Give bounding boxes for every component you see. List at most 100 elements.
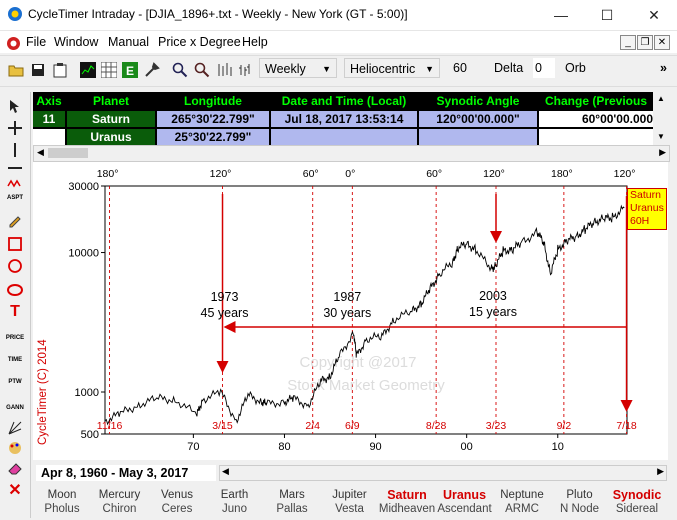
app-logo-icon bbox=[7, 6, 23, 22]
angle-label: 60° bbox=[426, 168, 442, 180]
minimize-button[interactable]: — bbox=[554, 7, 568, 23]
planet-sublabel: ARMC bbox=[505, 503, 539, 515]
ellipse-icon[interactable] bbox=[5, 280, 25, 300]
x-tick-label: 10 bbox=[552, 441, 564, 453]
timeframe-select[interactable]: Weekly ▼ bbox=[259, 58, 337, 78]
price-time-icon[interactable]: PTW bbox=[8, 379, 22, 385]
legend-saturn: Saturn bbox=[630, 189, 661, 201]
time-tool-icon[interactable]: TIME bbox=[7, 357, 23, 363]
circle-icon[interactable] bbox=[5, 256, 25, 276]
fan-icon[interactable] bbox=[5, 418, 25, 438]
price-tool-icon[interactable]: PRICE bbox=[5, 335, 25, 341]
table-cell-synodic[interactable] bbox=[419, 129, 537, 145]
table-cell-datetime[interactable] bbox=[271, 129, 417, 145]
legend-uranus: Uranus bbox=[630, 202, 664, 214]
maximize-button[interactable]: ☐ bbox=[600, 6, 614, 23]
planet-button-earth[interactable]: Earth Juno bbox=[206, 488, 264, 516]
price-chart[interactable]: 30000 10000 1000 500 70 80 90 00 10 180° 11/16 120°… bbox=[33, 162, 668, 460]
pencil-icon[interactable] bbox=[5, 212, 25, 232]
ephemeris-icon[interactable]: E bbox=[121, 61, 139, 79]
table-cell-axis[interactable] bbox=[33, 129, 65, 145]
table-cell-change[interactable] bbox=[539, 129, 653, 145]
date-label: 9/2 bbox=[557, 420, 572, 432]
coordinate-select[interactable]: Heliocentric ▼ bbox=[344, 58, 440, 78]
planet-sublabel: Pallas bbox=[276, 503, 308, 515]
planet-button-pluto[interactable]: Pluto N Node bbox=[551, 488, 609, 516]
mdi-close-button[interactable]: ✕ bbox=[654, 35, 670, 50]
col-header-axis: Axis bbox=[33, 93, 65, 109]
planet-button-jupiter[interactable]: Jupiter Vesta bbox=[321, 488, 379, 516]
rectangle-icon[interactable] bbox=[5, 234, 25, 254]
planet-button-moon[interactable]: Moon Pholus bbox=[33, 488, 91, 516]
table-cell-longitude[interactable]: 25°30'22.799" bbox=[157, 129, 269, 145]
planet-label: Saturn bbox=[387, 488, 427, 502]
col-header-synodic: Synodic Angle bbox=[419, 93, 537, 109]
crosshair-icon[interactable] bbox=[5, 118, 25, 138]
horizontal-line-icon[interactable] bbox=[5, 158, 25, 178]
text-tool-icon[interactable]: T bbox=[10, 303, 20, 320]
planet-button-saturn[interactable]: Saturn Midheaven bbox=[378, 488, 436, 516]
mdi-minimize-button[interactable]: _ bbox=[620, 35, 636, 50]
coordinate-value: Heliocentric bbox=[350, 62, 416, 76]
delta-field[interactable]: 0 bbox=[533, 58, 555, 78]
date-label: 11/16 bbox=[97, 420, 123, 432]
table-cell-planet[interactable]: Saturn bbox=[67, 111, 155, 127]
tools-icon[interactable] bbox=[143, 61, 161, 79]
vertical-line-icon[interactable] bbox=[5, 140, 25, 160]
pointer-icon[interactable] bbox=[5, 96, 25, 116]
table-cell-synodic[interactable]: 120°00'00.000" bbox=[419, 111, 537, 127]
chevron-down-icon: ▼ bbox=[322, 64, 331, 74]
planet-button-mars[interactable]: Mars Pallas bbox=[263, 488, 321, 516]
ohlc-icon[interactable] bbox=[237, 61, 255, 79]
color-palette-icon[interactable] bbox=[5, 438, 25, 458]
table-horizontal-scrollbar[interactable]: ◀ ▶ bbox=[33, 145, 670, 162]
planet-button-venus[interactable]: Venus Ceres bbox=[148, 488, 206, 516]
bars-icon[interactable] bbox=[215, 61, 233, 79]
planet-button-uranus[interactable]: Uranus Ascendant bbox=[436, 488, 494, 516]
table-cell-planet[interactable]: Uranus bbox=[67, 129, 155, 145]
menu-help[interactable]: Help bbox=[242, 35, 268, 49]
table-cell-datetime[interactable]: Jul 18, 2017 13:53:14 bbox=[271, 111, 417, 127]
table-cell-change[interactable]: 60°00'00.000 bbox=[539, 111, 653, 127]
annotation-span: 15 years bbox=[469, 305, 517, 319]
planet-button-synodic[interactable]: Synodic Sidereal bbox=[608, 488, 666, 516]
chart-area[interactable]: 30000 10000 1000 500 70 80 90 00 10 180° 11/16 120°… bbox=[33, 162, 668, 460]
open-folder-icon[interactable] bbox=[7, 61, 25, 79]
table-vertical-scrollbar[interactable]: ▲ ▼ bbox=[654, 92, 668, 144]
price-series-line bbox=[104, 204, 625, 426]
aspect-icon[interactable]: ASPT bbox=[6, 195, 23, 201]
angle-label: 0° bbox=[345, 168, 355, 180]
table-cell-longitude[interactable]: 265°30'22.799" bbox=[157, 111, 269, 127]
save-icon[interactable] bbox=[29, 61, 47, 79]
clipboard-icon[interactable] bbox=[51, 61, 69, 79]
planet-button-mercury[interactable]: Mercury Chiron bbox=[91, 488, 149, 516]
timeframe-value: Weekly bbox=[265, 62, 306, 76]
menu-manual[interactable]: Manual bbox=[108, 35, 149, 49]
wave-icon[interactable] bbox=[5, 174, 25, 194]
chart-icon[interactable] bbox=[79, 61, 97, 79]
menu-window[interactable]: Window bbox=[54, 35, 99, 49]
planet-label: Mercury bbox=[98, 489, 141, 501]
angle-field[interactable]: 60 bbox=[453, 61, 467, 75]
watermark-line-2: Stock Market Geometry bbox=[287, 377, 445, 394]
delete-icon[interactable]: ✕ bbox=[8, 482, 22, 499]
mdi-restore-button[interactable]: ❐ bbox=[637, 35, 653, 50]
eraser-icon[interactable] bbox=[5, 458, 25, 478]
planet-selector-bar: Moon Pholus Mercury Chiron Venus Ceres Earth Ju… bbox=[33, 485, 673, 518]
annotation-span: 30 years bbox=[323, 306, 371, 320]
close-button[interactable]: ✕ bbox=[648, 6, 660, 23]
date-label: 7/18 bbox=[616, 420, 637, 432]
grid-icon[interactable] bbox=[100, 61, 118, 79]
zoom-in-icon[interactable] bbox=[171, 61, 189, 79]
zoom-out-icon[interactable] bbox=[193, 61, 211, 79]
x-tick-label: 90 bbox=[369, 441, 381, 453]
chart-horizontal-scrollbar[interactable]: ◀ ▶ bbox=[219, 465, 667, 481]
table-cell-axis[interactable]: 11 bbox=[33, 111, 65, 127]
menu-price-x-degree[interactable]: Price x Degree bbox=[158, 35, 241, 49]
date-label: 3/23 bbox=[486, 420, 507, 432]
planet-button-neptune[interactable]: Neptune ARMC bbox=[493, 488, 551, 516]
menu-file[interactable]: File bbox=[26, 35, 47, 49]
planet-label: Earth bbox=[220, 489, 249, 501]
gann-tool-icon[interactable]: GANN bbox=[6, 405, 24, 411]
toolbar-overflow-button[interactable]: » bbox=[660, 61, 667, 75]
